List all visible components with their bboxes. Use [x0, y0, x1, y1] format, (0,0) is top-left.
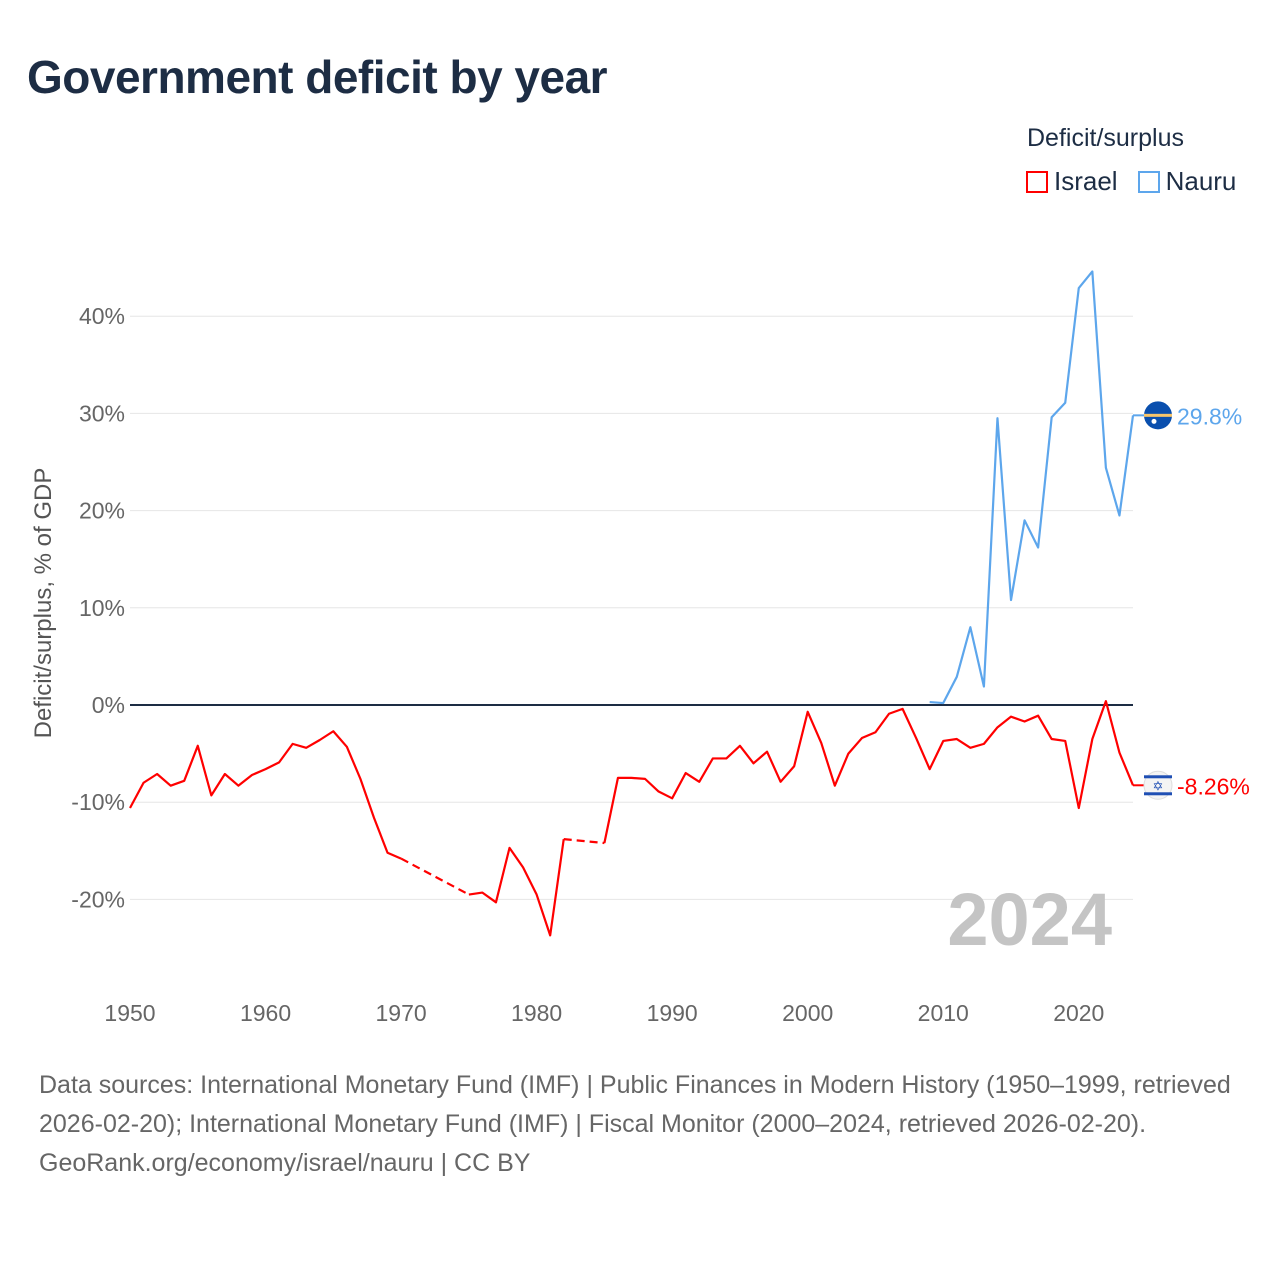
- series-line-nauru: [929, 270, 1135, 705]
- credit-link[interactable]: GeoRank.org/economy/israel/nauru | CC BY: [39, 1149, 531, 1177]
- series-gap-israel: [563, 838, 605, 845]
- series-line-israel: [603, 700, 1135, 844]
- end-label-nauru: 29.8%: [1177, 403, 1242, 429]
- line-chart: -20% -10% 0% 10% 20% 30% 40% 1950 1960 1970 1980 19…: [30, 270, 1250, 1026]
- y-axis-label: Deficit/surplus, % of GDP: [30, 468, 57, 739]
- legend-item-israel[interactable]: Israel: [1026, 166, 1118, 197]
- y-tick-label: 20%: [79, 498, 125, 524]
- legend-title: Deficit/surplus: [1027, 124, 1184, 152]
- legend-swatch-nauru: [1137, 170, 1160, 193]
- y-tick-label: 0%: [92, 692, 125, 718]
- x-tick-label: 2020: [1053, 1000, 1104, 1026]
- x-tick-label: 1980: [511, 1000, 562, 1026]
- series-line-israel: [129, 730, 402, 860]
- flag-israel-icon: ✡: [1143, 770, 1173, 800]
- legend-label-israel: Israel: [1054, 166, 1118, 196]
- flag-nauru-icon: [1144, 401, 1172, 430]
- data-sources: Data sources: International Monetary Fun…: [39, 1071, 1231, 1138]
- y-tick-label: -20%: [71, 886, 125, 912]
- x-tick-label: 2010: [918, 1000, 969, 1026]
- footer: Data sources: International Monetary Fun…: [39, 1066, 1239, 1183]
- end-label-israel: -8.26%: [1177, 773, 1250, 799]
- legend-swatch-israel: [1026, 170, 1048, 193]
- year-watermark: 2024: [947, 878, 1112, 961]
- x-tick-label: 1990: [647, 1000, 698, 1026]
- y-tick-label: 30%: [79, 400, 125, 426]
- x-tick-label: 1950: [104, 1000, 155, 1026]
- series-gap-israel: [400, 857, 470, 896]
- legend: Israel Nauru: [1026, 166, 1236, 197]
- y-tick-label: 10%: [79, 595, 125, 621]
- x-tick-label: 1970: [375, 1000, 426, 1026]
- legend-label-nauru: Nauru: [1165, 166, 1237, 196]
- svg-text:✡: ✡: [1153, 778, 1164, 793]
- chart-title: Government deficit by year: [27, 51, 608, 103]
- y-tick-label: 40%: [79, 303, 125, 329]
- series-line-israel: [468, 838, 565, 937]
- legend-item-nauru[interactable]: Nauru: [1137, 166, 1237, 197]
- x-tick-label: 1960: [240, 1000, 291, 1026]
- y-tick-label: -10%: [71, 789, 125, 815]
- x-tick-label: 2000: [782, 1000, 833, 1026]
